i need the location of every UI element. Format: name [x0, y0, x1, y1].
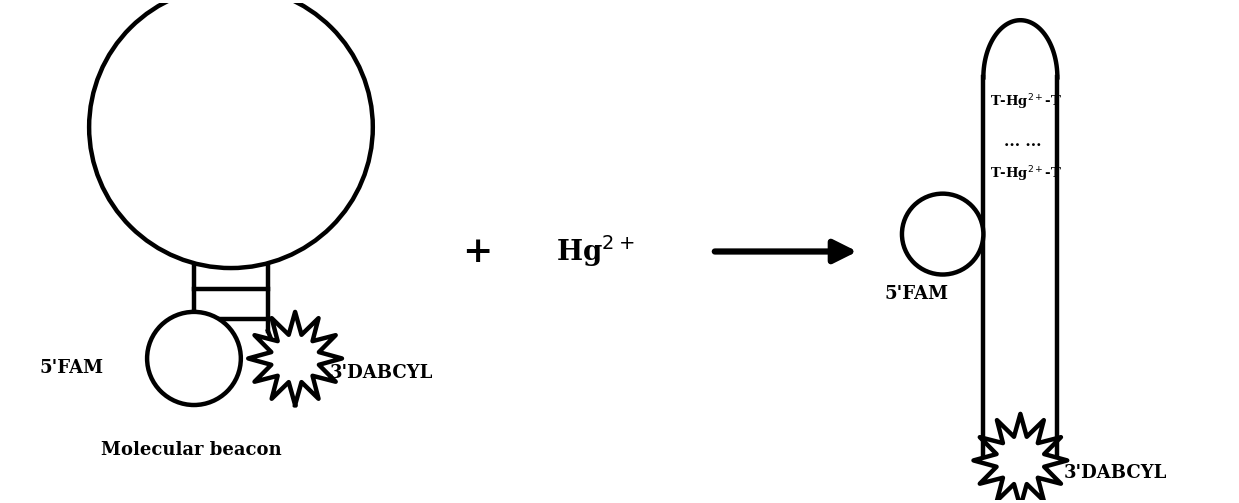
- Polygon shape: [974, 414, 1067, 503]
- Text: 5'FAM: 5'FAM: [885, 285, 949, 303]
- Text: T-Hg$^{2+}$-T: T-Hg$^{2+}$-T: [990, 164, 1062, 184]
- Text: Hg$^{2+}$: Hg$^{2+}$: [555, 233, 634, 270]
- Text: T-Hg$^{2+}$-T: T-Hg$^{2+}$-T: [990, 93, 1062, 112]
- Text: 5'FAM: 5'FAM: [40, 360, 104, 377]
- Text: ... ...: ... ...: [1005, 135, 1042, 149]
- Text: Molecular beacon: Molecular beacon: [102, 442, 282, 459]
- Ellipse shape: [89, 0, 373, 268]
- Text: +: +: [462, 234, 493, 269]
- Text: 3'DABCYL: 3'DABCYL: [330, 364, 432, 382]
- Ellipse shape: [902, 194, 984, 275]
- Ellipse shape: [147, 312, 240, 405]
- Polygon shape: [248, 312, 342, 405]
- Text: 3'DABCYL: 3'DABCYL: [1063, 464, 1167, 482]
